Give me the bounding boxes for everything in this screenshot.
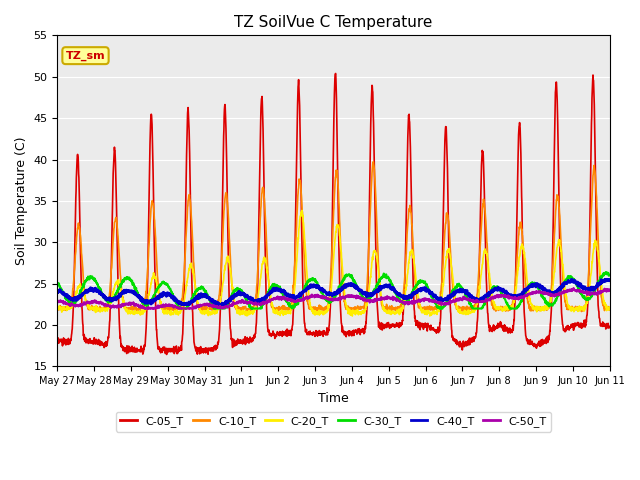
C-20_T [298, 207, 306, 213]
C-20_T [495, 304, 502, 310]
C-20_T [606, 304, 614, 310]
C-30_T [208, 300, 216, 306]
C-40_T [208, 299, 216, 304]
C-10_T [495, 308, 502, 313]
C-10_T [54, 307, 61, 312]
C-20_T [348, 313, 356, 319]
C-10_T [369, 159, 377, 165]
C-50_T [494, 293, 502, 299]
C-30_T [557, 286, 565, 292]
C-40_T [494, 285, 502, 290]
C-20_T [362, 305, 370, 311]
C-10_T [349, 308, 357, 314]
C-05_T [332, 71, 340, 76]
Y-axis label: Soil Temperature (C): Soil Temperature (C) [15, 137, 28, 265]
Text: TZ_sm: TZ_sm [66, 50, 106, 61]
C-40_T [606, 277, 614, 283]
C-40_T [557, 285, 565, 290]
C-30_T [349, 278, 357, 284]
C-20_T [350, 311, 358, 316]
C-50_T [606, 287, 614, 293]
C-05_T [557, 301, 565, 307]
C-10_T [573, 307, 580, 312]
C-40_T [362, 292, 369, 298]
C-50_T [573, 288, 580, 294]
C-20_T [54, 305, 61, 311]
Line: C-10_T: C-10_T [58, 162, 610, 313]
C-05_T [606, 324, 614, 330]
C-20_T [557, 248, 565, 253]
C-40_T [568, 276, 575, 282]
C-30_T [602, 269, 610, 275]
C-10_T [461, 310, 468, 316]
C-10_T [557, 246, 565, 252]
C-10_T [362, 299, 369, 305]
C-05_T [163, 351, 170, 357]
C-30_T [494, 285, 502, 291]
C-30_T [573, 281, 580, 287]
C-30_T [177, 306, 184, 312]
C-50_T [362, 296, 369, 302]
C-30_T [362, 296, 369, 302]
Legend: C-05_T, C-10_T, C-20_T, C-30_T, C-40_T, C-50_T: C-05_T, C-10_T, C-20_T, C-30_T, C-40_T, … [116, 412, 551, 432]
C-50_T [208, 303, 216, 309]
C-30_T [54, 280, 61, 286]
X-axis label: Time: Time [318, 392, 349, 405]
Line: C-05_T: C-05_T [58, 73, 610, 354]
Line: C-40_T: C-40_T [58, 279, 610, 304]
C-20_T [573, 307, 580, 312]
C-10_T [207, 306, 215, 312]
C-40_T [54, 288, 61, 294]
C-40_T [573, 280, 580, 286]
C-30_T [606, 272, 614, 278]
C-05_T [573, 321, 580, 327]
C-05_T [350, 333, 358, 338]
Line: C-20_T: C-20_T [58, 210, 610, 316]
C-50_T [570, 285, 577, 291]
C-05_T [362, 319, 370, 325]
Line: C-30_T: C-30_T [58, 272, 610, 309]
Title: TZ SoilVue C Temperature: TZ SoilVue C Temperature [234, 15, 433, 30]
C-50_T [54, 300, 61, 305]
C-50_T [140, 306, 148, 312]
C-05_T [54, 336, 61, 342]
C-20_T [207, 310, 215, 315]
C-05_T [208, 345, 216, 351]
C-50_T [557, 290, 565, 296]
C-10_T [606, 306, 614, 312]
C-40_T [349, 283, 357, 289]
Line: C-50_T: C-50_T [58, 288, 610, 309]
C-40_T [177, 301, 185, 307]
C-50_T [349, 293, 357, 299]
C-05_T [495, 324, 502, 330]
